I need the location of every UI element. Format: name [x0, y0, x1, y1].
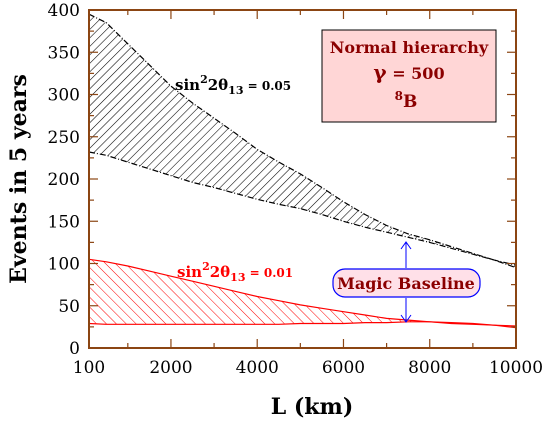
magic-baseline-annotation: Magic Baseline: [332, 241, 481, 323]
series-lower-line-0: [88, 151, 517, 266]
arrow-down-head-icon: [400, 314, 412, 323]
info-isotope: 8B: [395, 89, 418, 112]
series-label-0: sin22θ13 = 0.05: [175, 73, 291, 97]
series-upper-line-0: [88, 13, 517, 269]
y-tick-label: 150: [48, 212, 80, 232]
series-label-1: sin22θ13 = 0.01: [177, 260, 293, 284]
x-tick-labels: 100 2000 4000 6000 8000 10000: [73, 358, 543, 378]
arrow-up-head-icon: [400, 241, 412, 250]
y-tick-label: 200: [48, 170, 80, 190]
series-band-0: [89, 14, 516, 268]
x-tick-label: 4000: [236, 358, 279, 378]
series-lower-line-1: [88, 321, 517, 329]
info-box: Normal hierarchy γ = 500 8B: [321, 29, 497, 123]
y-tick-label: 0: [69, 339, 80, 359]
info-gamma: γ = 500: [373, 60, 444, 84]
series-band-1: [89, 259, 516, 328]
y-axis-title: Events in 5 years: [6, 74, 32, 284]
x-tick-label: 100: [73, 358, 105, 378]
x-tick-label: 10000: [489, 358, 543, 378]
y-tick-label: 300: [48, 86, 80, 106]
y-tick-label: 250: [48, 128, 80, 148]
x-tick-label: 2000: [149, 358, 192, 378]
x-axis-title: L (km): [271, 394, 353, 420]
series-bands: [88, 13, 517, 329]
y-tick-label: 350: [48, 43, 80, 63]
magic-baseline-label: Magic Baseline: [337, 274, 475, 293]
x-tick-label: 6000: [322, 358, 365, 378]
y-tick-label: 50: [58, 297, 80, 317]
x-tick-label: 8000: [408, 358, 451, 378]
y-tick-labels: 0 50 100 150 200 250 300 350 400: [48, 1, 80, 359]
y-tick-label: 400: [48, 1, 80, 21]
info-hierarchy: Normal hierarchy: [330, 38, 489, 57]
y-tick-label: 100: [48, 255, 80, 275]
plot-frame: [88, 9, 517, 349]
